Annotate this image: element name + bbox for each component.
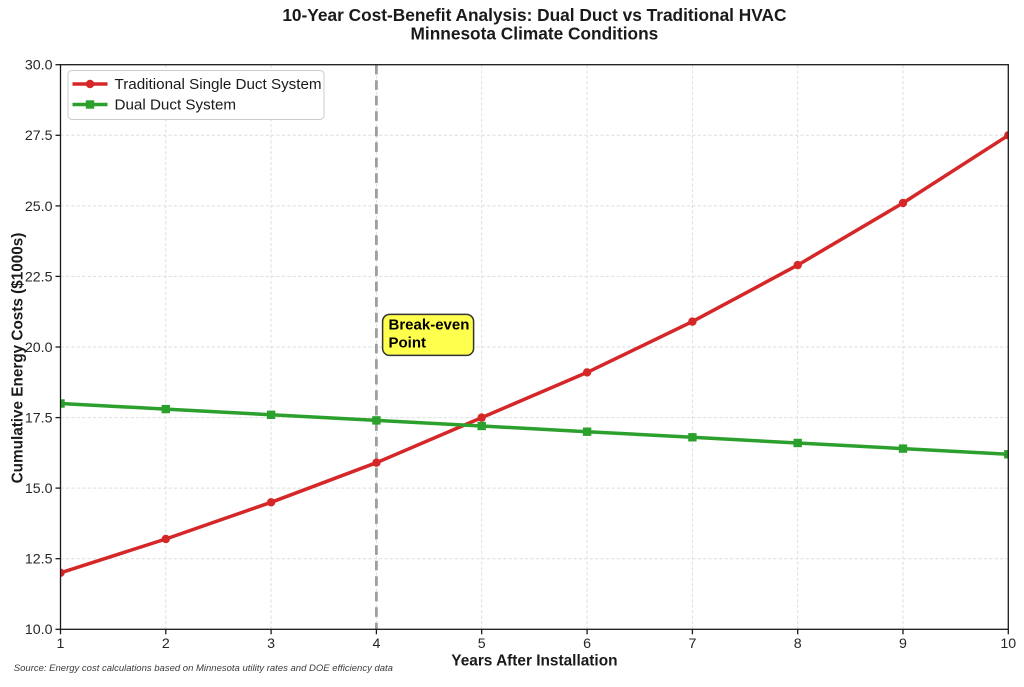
svg-text:20.0: 20.0 [25,340,53,356]
svg-text:10.0: 10.0 [25,622,53,638]
svg-text:12.5: 12.5 [25,552,53,568]
svg-text:25.0: 25.0 [25,199,53,215]
svg-text:15.0: 15.0 [25,481,53,497]
svg-text:3: 3 [267,636,275,652]
svg-text:Source: Energy cost calculatio: Source: Energy cost calculations based o… [14,663,393,674]
svg-text:7: 7 [688,636,696,652]
svg-text:Cumulative Energy Costs ($1000: Cumulative Energy Costs ($1000s) [9,233,26,484]
svg-text:Years After Installation: Years After Installation [451,653,617,670]
svg-text:Point: Point [389,334,427,351]
svg-text:22.5: 22.5 [25,269,53,285]
svg-text:8: 8 [794,636,802,652]
svg-text:1: 1 [57,636,65,652]
svg-text:Dual Duct System: Dual Duct System [115,97,237,114]
svg-text:17.5: 17.5 [25,411,53,427]
svg-text:4: 4 [372,636,380,652]
svg-text:Break-even: Break-even [389,317,470,334]
svg-text:10: 10 [1000,636,1016,652]
svg-text:10-Year Cost-Benefit Analysis:: 10-Year Cost-Benefit Analysis: Dual Duct… [282,5,786,25]
svg-text:5: 5 [478,636,486,652]
svg-text:30.0: 30.0 [25,58,53,74]
svg-text:6: 6 [583,636,591,652]
svg-text:27.5: 27.5 [25,128,53,144]
svg-text:Minnesota Climate Conditions: Minnesota Climate Conditions [411,24,659,44]
svg-text:2: 2 [162,636,170,652]
svg-text:9: 9 [899,636,907,652]
svg-text:Traditional Single Duct System: Traditional Single Duct System [115,76,322,93]
